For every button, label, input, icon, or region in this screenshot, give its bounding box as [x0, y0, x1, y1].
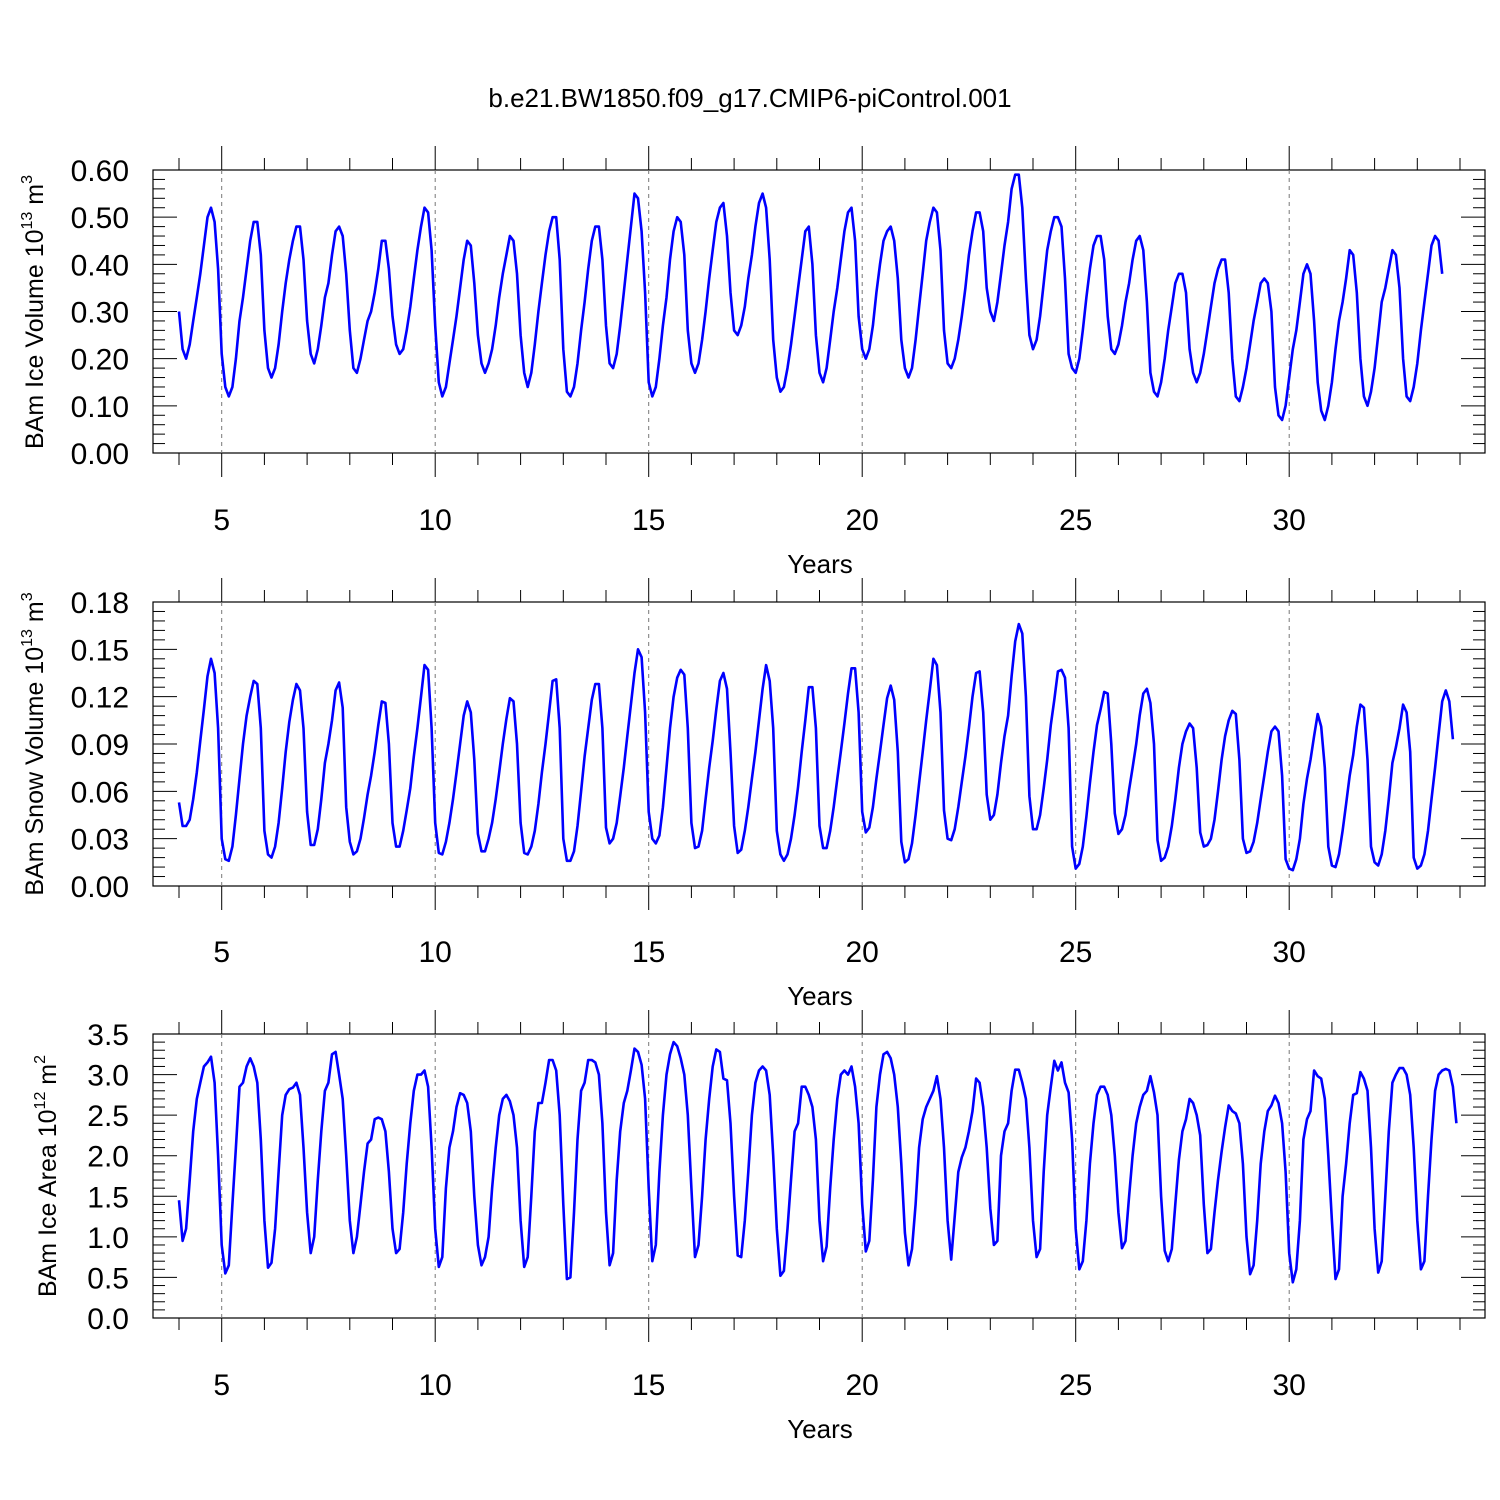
y-tick-label: 0.10	[71, 391, 129, 424]
y-axis-label: BAm Snow Volume 1013 m3	[19, 592, 49, 895]
x-tick-label: 15	[632, 504, 665, 537]
y-tick-label: 0.00	[71, 438, 129, 471]
chart-panel-3: 0.0 0.5 1.0 1.5 2.0 2.5 3.0 3.5 5 10 15 20 25 30 Years…	[32, 1010, 1486, 1444]
x-tick-label: 20	[846, 504, 879, 537]
y-axis-label-text: m	[21, 184, 49, 212]
y-tick-label: 0.00	[71, 871, 129, 904]
x-tick-label: 30	[1273, 936, 1306, 969]
chart-panels: 0.000.100.200.300.400.500.605 10 15 20 25 30Y…	[19, 146, 1486, 1444]
y-tick-label: 0.03	[71, 824, 129, 857]
y-tick-label: 3.0	[87, 1060, 129, 1093]
y-tick-label: 0.0	[87, 1303, 129, 1336]
y-tick-label: 3.5	[87, 1019, 129, 1052]
x-tick-label: 15	[632, 1369, 665, 1402]
x-tick-label: 5	[213, 1369, 230, 1402]
x-axis-label: Years	[787, 549, 853, 579]
y-tick-label: 0.15	[71, 634, 129, 667]
y-axis-label-text: BAm Ice Area 10	[34, 1109, 62, 1297]
y-axis-label-text: m	[21, 601, 49, 629]
x-tick-label: 5	[213, 936, 230, 969]
x-tick-label: 30	[1273, 504, 1306, 537]
x-axis-label: Years	[787, 1414, 853, 1444]
y-tick-label: 0.09	[71, 729, 129, 762]
y-tick-label: 0.18	[71, 587, 129, 620]
chart-panel-1: 0.00 0.10 0.20 0.30 0.40 0.50 0.60 5 10 15 20 25 30 Y…	[19, 146, 1486, 579]
y-axis-label-exponent: 3	[19, 592, 36, 601]
x-tick-label: 20	[846, 936, 879, 969]
x-tick-label: 25	[1059, 1369, 1092, 1402]
x-tick-label: 15	[632, 936, 665, 969]
figure-title: b.e21.BW1850.f09_g17.CMIP6-piControl.001	[488, 83, 1011, 113]
x-tick-label: 10	[419, 936, 452, 969]
y-tick-label: 0.50	[71, 202, 129, 235]
y-axis-label-exponent: 2	[32, 1055, 49, 1064]
y-tick-label: 1.0	[87, 1222, 129, 1255]
y-axis-label-exponent: 13	[19, 212, 36, 230]
y-tick-label: 2.0	[87, 1141, 129, 1174]
y-tick-label: 0.5	[87, 1262, 129, 1295]
y-axis-label-exponent: 3	[19, 175, 36, 184]
y-axis-label-text: BAm Snow Volume 10	[21, 647, 49, 896]
y-tick-label: 0.06	[71, 776, 129, 809]
x-tick-label: 25	[1059, 504, 1092, 537]
y-axis-label-exponent: 13	[19, 629, 36, 647]
x-tick-label: 10	[419, 1369, 452, 1402]
x-tick-label: 25	[1059, 936, 1092, 969]
x-tick-label: 30	[1273, 1369, 1306, 1402]
series-line-1	[177, 1040, 1458, 1284]
y-axis-label: BAm Ice Area 1012 m2	[32, 1055, 62, 1297]
y-tick-label: 0.30	[71, 297, 129, 330]
y-tick-label: 0.60	[71, 155, 129, 188]
chart-panel-2: 0.00 0.03 0.06 0.09 0.12 0.15 0.18 5 10 15 20 25 30 Y…	[19, 578, 1486, 1011]
y-axis-label: BAm Ice Volume 1013 m3	[19, 175, 49, 449]
series-line-1	[177, 622, 1455, 872]
y-tick-label: 1.5	[87, 1181, 129, 1214]
y-axis-label-text: m	[34, 1064, 62, 1092]
y-axis-label-exponent: 12	[32, 1092, 49, 1110]
y-tick-label: 0.20	[71, 344, 129, 377]
y-tick-label: 2.5	[87, 1100, 129, 1133]
y-tick-label: 0.12	[71, 682, 129, 715]
y-axis-label-text: BAm Ice Volume 10	[21, 229, 49, 449]
x-axis-label: Years	[787, 981, 853, 1011]
x-tick-label: 10	[419, 504, 452, 537]
x-tick-label: 20	[846, 1369, 879, 1402]
x-tick-label: 5	[213, 504, 230, 537]
y-tick-label: 0.40	[71, 249, 129, 282]
series-line-1	[177, 173, 1444, 422]
